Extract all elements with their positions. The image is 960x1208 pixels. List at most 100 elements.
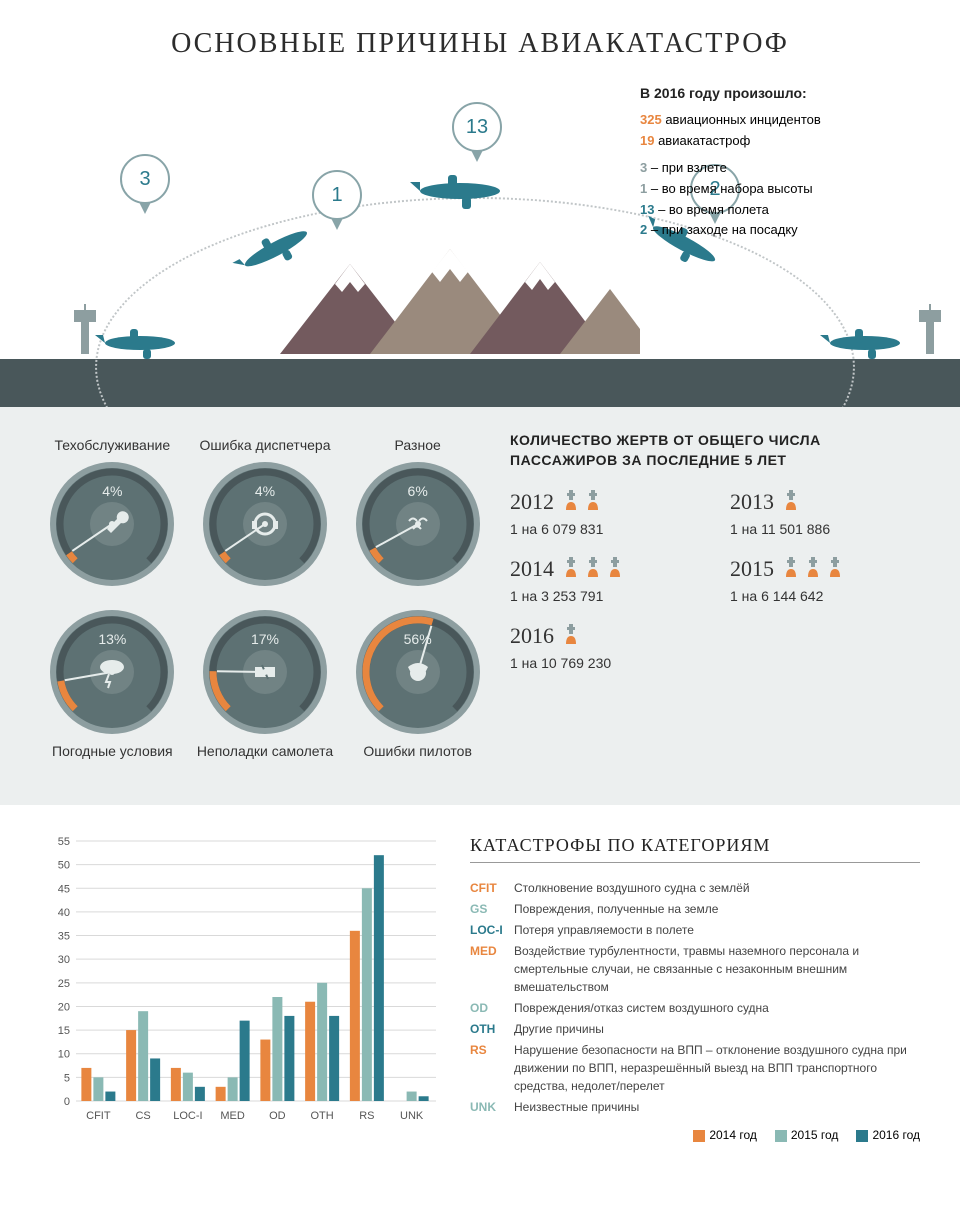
grave-icon xyxy=(782,555,800,582)
hero-flight-path: 31132 В 2016 году произошло: 325 авиацио… xyxy=(0,72,960,407)
svg-text:35: 35 xyxy=(58,931,70,943)
victim-year: 2013 1 на 11 501 886 xyxy=(730,488,920,537)
gauge-label: Разное xyxy=(345,437,490,453)
svg-text:45: 45 xyxy=(58,883,70,895)
victim-year: 2015 1 на 6 144 642 xyxy=(730,555,920,604)
grave-icon xyxy=(584,555,602,582)
categories-legend: КАТАСТРОФЫ ПО КАТЕГОРИЯМ CFIT Столкновен… xyxy=(470,835,920,1142)
phase-line: 3 – при взлете xyxy=(640,158,920,179)
category-row: CFIT Столкновение воздушного судна с зем… xyxy=(470,879,920,897)
category-row: LOC-I Потеря управляемости в полете xyxy=(470,921,920,939)
svg-text:55: 55 xyxy=(58,836,70,848)
header: ОСНОВНЫЕ ПРИЧИНЫ АВИАКАТАСТРОФ xyxy=(0,0,960,72)
svg-text:RS: RS xyxy=(359,1110,374,1122)
plane-takeoff-icon xyxy=(95,321,185,361)
svg-text:25: 25 xyxy=(58,978,70,990)
bar xyxy=(374,855,384,1101)
legend-item: 2014 год xyxy=(693,1128,757,1142)
bar xyxy=(138,1011,148,1101)
phase-line: 2 – при заходе на посадку xyxy=(640,220,920,241)
bar xyxy=(350,931,360,1101)
category-row: UNK Неизвестные причины xyxy=(470,1098,920,1116)
svg-text:15: 15 xyxy=(58,1025,70,1037)
phase-line: 13 – во время полета xyxy=(640,200,920,221)
categories-title: КАТАСТРОФЫ ПО КАТЕГОРИЯМ xyxy=(470,835,920,863)
bar xyxy=(171,1068,181,1101)
bar xyxy=(228,1077,238,1101)
grave-icon xyxy=(782,488,800,515)
gauge-cell: Разное6% xyxy=(345,431,490,589)
phase-pin: 13 xyxy=(452,102,502,162)
gauges-grid: Техобслуживание4% Ошибка диспетчера4% Ра… xyxy=(40,431,490,765)
gauge-label: Неполадки самолета xyxy=(193,743,338,759)
plane-landing-icon xyxy=(820,321,910,361)
bar xyxy=(419,1096,429,1101)
legend-item: 2015 год xyxy=(775,1128,839,1142)
victims-panel: КОЛИЧЕСТВО ЖЕРТВ ОТ ОБЩЕГО ЧИСЛА ПАССАЖИ… xyxy=(510,431,920,765)
category-row: OTH Другие причины xyxy=(470,1020,920,1038)
bar xyxy=(240,1021,250,1101)
bar-chart: 0510152025303540455055CFITCSLOC-IMEDODOT… xyxy=(40,835,440,1142)
gauge-label: Погодные условия xyxy=(40,743,185,759)
tower-right-icon xyxy=(915,304,945,359)
year-stats: В 2016 году произошло: 325 авиационных и… xyxy=(640,82,920,241)
gauge-label: Техобслуживание xyxy=(40,437,185,453)
grave-icon xyxy=(804,555,822,582)
phase-line: 1 – во время набора высоты xyxy=(640,179,920,200)
svg-text:LOC-I: LOC-I xyxy=(173,1110,202,1122)
chart-legend: 2014 год 2015 год 2016 год xyxy=(470,1128,920,1142)
bar xyxy=(272,997,282,1101)
grave-icon xyxy=(606,555,624,582)
gauge-cell: Ошибка диспетчера4% xyxy=(193,431,338,589)
svg-text:40: 40 xyxy=(58,907,70,919)
category-row: GS Повреждения, полученные на земле xyxy=(470,900,920,918)
svg-text:CFIT: CFIT xyxy=(86,1110,111,1122)
gauge-cell: 56% Ошибки пилотов xyxy=(345,607,490,765)
grave-icon xyxy=(562,488,580,515)
svg-text:5: 5 xyxy=(64,1072,70,1084)
mountains-icon xyxy=(280,244,640,359)
grave-icon xyxy=(826,555,844,582)
category-row: RS Нарушение безопасности на ВПП – откло… xyxy=(470,1041,920,1095)
svg-text:0: 0 xyxy=(64,1096,70,1108)
category-row: OD Повреждения/отказ систем воздушного с… xyxy=(470,999,920,1017)
svg-text:50: 50 xyxy=(58,860,70,872)
svg-text:30: 30 xyxy=(58,954,70,966)
victim-year: 2012 1 на 6 079 831 xyxy=(510,488,700,537)
bar xyxy=(407,1092,417,1101)
svg-text:20: 20 xyxy=(58,1001,70,1013)
bar xyxy=(362,888,372,1101)
phase-pin: 3 xyxy=(120,154,170,214)
legend-item: 2016 год xyxy=(856,1128,920,1142)
bar xyxy=(126,1030,136,1101)
bar xyxy=(81,1068,91,1101)
bar xyxy=(305,1002,315,1101)
bar xyxy=(260,1040,270,1101)
grave-icon xyxy=(584,488,602,515)
bar xyxy=(317,983,327,1101)
victims-title: КОЛИЧЕСТВО ЖЕРТВ ОТ ОБЩЕГО ЧИСЛА ПАССАЖИ… xyxy=(510,431,920,470)
mid-section: Техобслуживание4% Ошибка диспетчера4% Ра… xyxy=(0,407,960,805)
svg-text:OTH: OTH xyxy=(311,1110,334,1122)
victim-year: 2016 1 на 10 769 230 xyxy=(510,622,700,671)
bar xyxy=(329,1016,339,1101)
plane-cruise-icon xyxy=(410,167,510,211)
stat-line: 325 авиационных инцидентов xyxy=(640,110,920,131)
svg-text:OD: OD xyxy=(269,1110,286,1122)
stats-title: В 2016 году произошло: xyxy=(640,82,920,104)
bar xyxy=(150,1058,160,1101)
bar xyxy=(216,1087,226,1101)
gauge-cell: Техобслуживание4% xyxy=(40,431,185,589)
gauge-cell: 17% Неполадки самолета xyxy=(193,607,338,765)
page-title: ОСНОВНЫЕ ПРИЧИНЫ АВИАКАТАСТРОФ xyxy=(40,28,920,60)
bar xyxy=(93,1077,103,1101)
gauge-label: Ошибка диспетчера xyxy=(193,437,338,453)
category-row: MED Воздействие турбулентности, травмы н… xyxy=(470,942,920,996)
stat-line: 19 авиакатастроф xyxy=(640,131,920,152)
svg-text:MED: MED xyxy=(220,1110,245,1122)
svg-text:10: 10 xyxy=(58,1049,70,1061)
bar xyxy=(284,1016,294,1101)
bar xyxy=(195,1087,205,1101)
gauge-label: Ошибки пилотов xyxy=(345,743,490,759)
bar xyxy=(105,1092,115,1101)
